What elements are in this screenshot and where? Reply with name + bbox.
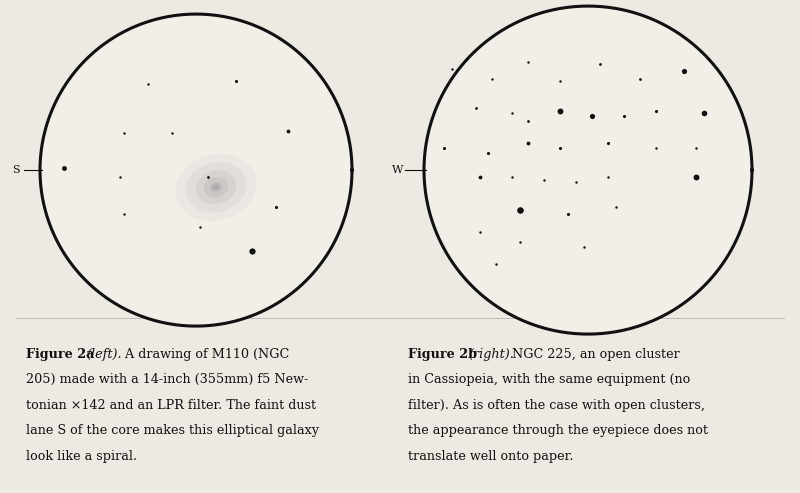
Text: (left).: (left). xyxy=(86,348,122,360)
Text: translate well onto paper.: translate well onto paper. xyxy=(408,450,574,463)
Text: S: S xyxy=(12,165,20,175)
Polygon shape xyxy=(424,6,752,334)
Text: NGC 225, an open cluster: NGC 225, an open cluster xyxy=(504,348,680,360)
Text: the appearance through the eyepiece does not: the appearance through the eyepiece does… xyxy=(408,424,708,437)
Text: filter). As is often the case with open clusters,: filter). As is often the case with open … xyxy=(408,399,705,412)
Text: A drawing of M110 (NGC: A drawing of M110 (NGC xyxy=(117,348,289,360)
Text: Figure 2a: Figure 2a xyxy=(26,348,98,360)
Ellipse shape xyxy=(210,182,222,192)
Ellipse shape xyxy=(213,185,219,190)
Text: W: W xyxy=(392,165,403,175)
Text: in Cassiopeia, with the same equipment (no: in Cassiopeia, with the same equipment (… xyxy=(408,373,690,386)
Polygon shape xyxy=(40,14,352,326)
Ellipse shape xyxy=(175,154,257,221)
Text: 205) made with a 14-inch (355mm) f5 New-: 205) made with a 14-inch (355mm) f5 New- xyxy=(26,373,308,386)
Text: Figure 2b: Figure 2b xyxy=(408,348,482,360)
Text: look like a spiral.: look like a spiral. xyxy=(26,450,137,463)
Ellipse shape xyxy=(186,162,246,212)
Text: lane S of the core makes this elliptical galaxy: lane S of the core makes this elliptical… xyxy=(26,424,318,437)
Text: (right).: (right). xyxy=(469,348,514,360)
Text: tonian ×142 and an LPR filter. The faint dust: tonian ×142 and an LPR filter. The faint… xyxy=(26,399,316,412)
Ellipse shape xyxy=(196,171,236,204)
Ellipse shape xyxy=(204,177,228,198)
